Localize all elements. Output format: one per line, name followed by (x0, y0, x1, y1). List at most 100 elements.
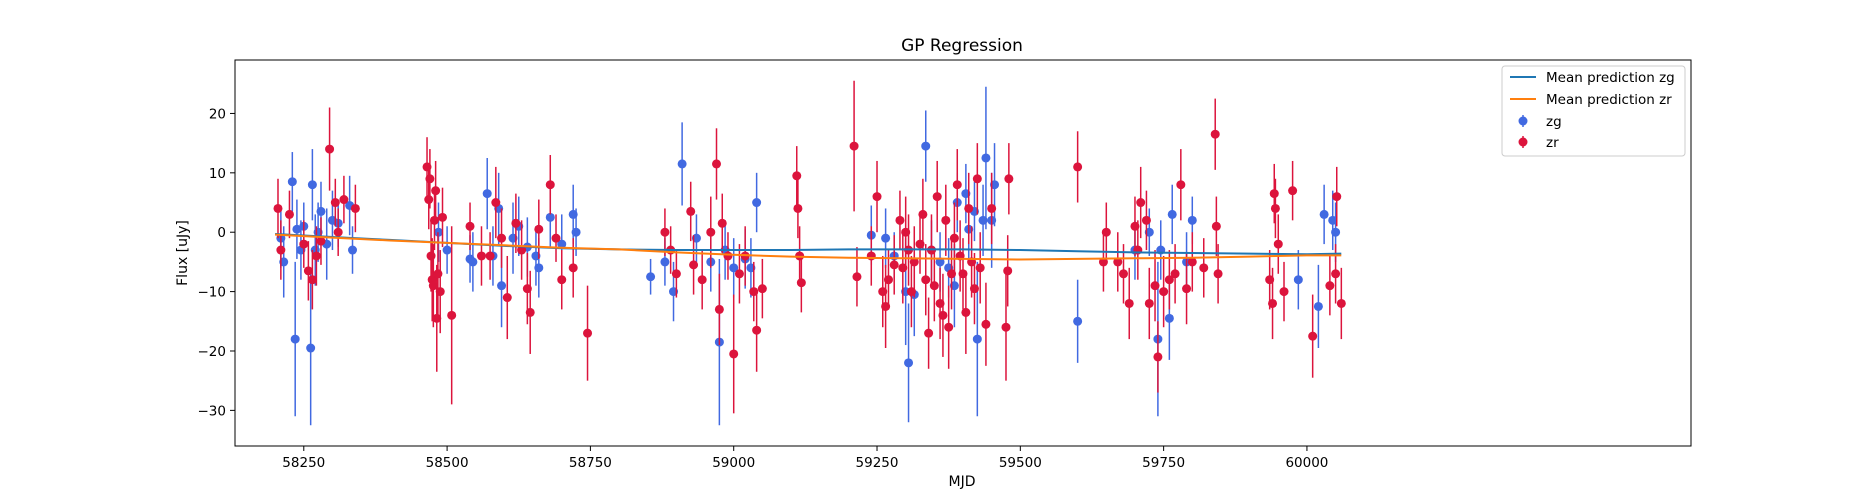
marker-zr (1136, 198, 1146, 208)
data-point-zg (1293, 250, 1303, 310)
marker-zr (921, 275, 931, 285)
marker-zr (697, 275, 707, 285)
data-point-zr (545, 155, 555, 215)
data-point-zr (517, 220, 527, 280)
data-point-zr (1336, 267, 1346, 340)
marker-zr (729, 349, 739, 359)
marker-zr (686, 206, 696, 216)
legend-label-zr: zr (1546, 135, 1559, 151)
marker-zr (350, 203, 360, 213)
data-point-zr (792, 146, 802, 206)
marker-zr (568, 263, 578, 273)
marker-zg (921, 141, 931, 151)
marker-zr (883, 275, 893, 285)
mean-prediction-zr-line (275, 233, 1342, 261)
data-point-zr (729, 294, 739, 414)
data-point-zr (330, 178, 340, 227)
data-point-zr (307, 250, 317, 310)
x-axis: 58250 58500 58750 59000 59250 59500 59750 60000 (282, 446, 1328, 471)
data-point-zr (1113, 232, 1123, 292)
data-point-zg (482, 157, 492, 230)
marker-zr (447, 310, 457, 320)
data-point-zr (697, 250, 707, 310)
marker-zg (729, 263, 739, 273)
x-tick-label: 58500 (426, 455, 469, 471)
data-point-zr (1073, 131, 1083, 203)
data-point-zr (793, 178, 803, 239)
marker-zr (757, 284, 767, 294)
data-point-zr (987, 172, 997, 245)
marker-zr (872, 192, 882, 202)
data-point-zr (325, 107, 335, 191)
marker-zr (276, 245, 286, 255)
marker-zr (1182, 284, 1192, 294)
marker-zr (932, 192, 942, 202)
marker-zr (1269, 189, 1279, 199)
data-point-zr (502, 255, 512, 340)
data-point-zr (689, 235, 699, 295)
y-tick-label: 0 (217, 225, 226, 241)
marker-zg (545, 212, 555, 222)
marker-zr (1001, 322, 1011, 332)
marker-zr (303, 266, 313, 276)
marker-zr (1199, 263, 1209, 273)
data-point-zr (712, 128, 722, 200)
marker-zr (924, 328, 934, 338)
marker-zr (273, 203, 283, 213)
data-point-zr (1211, 196, 1221, 256)
x-tick-label: 60000 (1285, 455, 1328, 471)
marker-zr (438, 212, 448, 222)
x-tick-label: 59500 (999, 455, 1042, 471)
data-point-zr (1144, 267, 1154, 340)
marker-zr (1159, 287, 1169, 297)
marker-zr (866, 251, 876, 261)
marker-zg (1073, 316, 1083, 326)
data-point-zr (429, 190, 439, 251)
data-point-zr (284, 190, 294, 239)
marker-zr (717, 218, 727, 228)
marker-zr (497, 233, 507, 243)
data-point-zr (883, 250, 893, 310)
data-point-zr (299, 220, 309, 268)
data-point-zr (431, 160, 441, 221)
marker-zg (307, 180, 317, 190)
marker-zr (433, 269, 443, 279)
marker-zr (1288, 186, 1298, 196)
marker-zg (972, 334, 982, 344)
data-point-zg (306, 270, 316, 426)
y-axis: −30 −20 −10 0 10 20 (198, 106, 235, 419)
marker-zr (316, 236, 326, 246)
data-point-zr (949, 202, 959, 274)
data-point-zr (497, 208, 507, 268)
data-point-zr (921, 244, 931, 316)
marker-zg (482, 189, 492, 199)
marker-zr (969, 284, 979, 294)
data-point-zr (918, 178, 928, 251)
marker-zr (1150, 281, 1160, 291)
legend-box (1501, 65, 1686, 157)
data-point-zr (525, 270, 535, 354)
marker-zr (975, 263, 985, 273)
data-point-zr (952, 149, 962, 221)
data-point-zr (557, 250, 567, 310)
marker-zr (889, 260, 899, 270)
data-point-zr (1170, 244, 1180, 304)
data-point-zr (485, 232, 495, 280)
data-point-zr (1269, 163, 1279, 224)
data-point-zr (706, 196, 716, 268)
marker-zr (1331, 269, 1341, 279)
marker-zg (287, 177, 297, 187)
marker-zr (792, 171, 802, 181)
marker-zg (1187, 215, 1197, 225)
data-point-zr (316, 217, 326, 265)
marker-zr (1273, 239, 1283, 249)
marker-zg (571, 227, 581, 237)
marker-zr (852, 272, 862, 282)
x-tick-label: 59250 (856, 455, 899, 471)
data-point-zr (273, 178, 283, 239)
data-point-zr (1325, 255, 1335, 316)
marker-zg (1313, 301, 1323, 311)
marker-zr (1211, 221, 1221, 231)
marker-zg (497, 281, 507, 291)
data-point-zr (686, 181, 696, 242)
